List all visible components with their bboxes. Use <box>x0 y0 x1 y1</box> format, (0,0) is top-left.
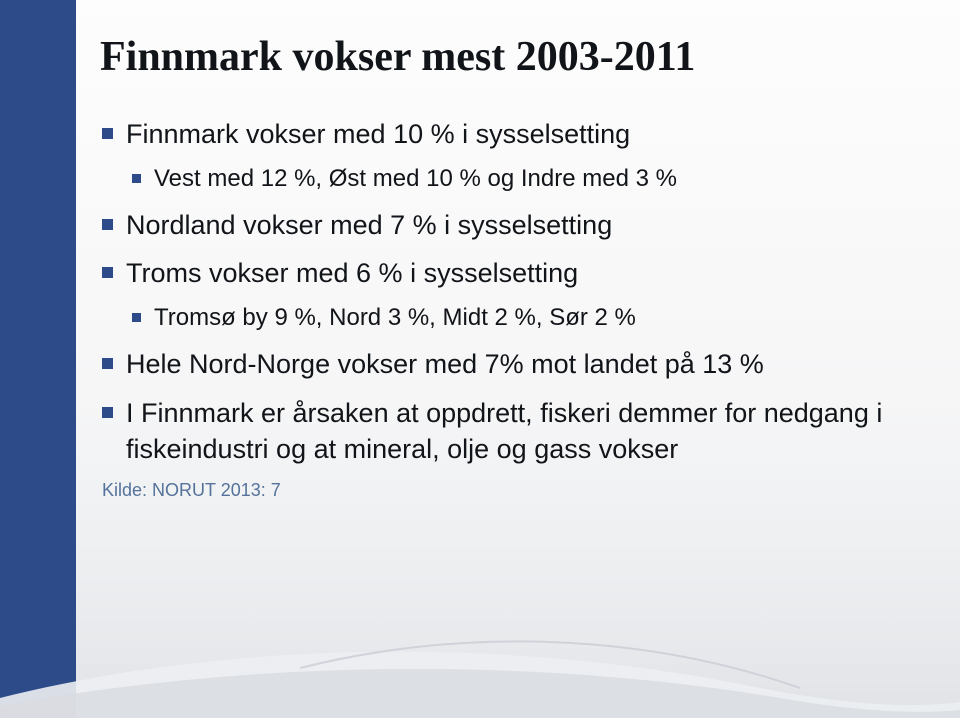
bullet-text: Hele Nord-Norge vokser med 7% mot landet… <box>126 349 764 379</box>
sub-list: Vest med 12 %, Øst med 10 % og Indre med… <box>126 163 920 195</box>
list-item: Finnmark vokser med 10 % i sysselsetting… <box>100 116 920 195</box>
bullet-list: Finnmark vokser med 10 % i sysselsetting… <box>100 116 920 467</box>
bullet-text: I Finnmark er årsaken at oppdrett, fiske… <box>126 398 882 464</box>
bullet-text: Finnmark vokser med 10 % i sysselsetting <box>126 119 630 149</box>
source-label: Kilde: NORUT 2013: 7 <box>100 480 920 501</box>
list-item: Nordland vokser med 7 % i sysselsetting <box>100 207 920 243</box>
bullet-text: Troms vokser med 6 % i sysselsetting <box>126 258 578 288</box>
sub-list: Tromsø by 9 %, Nord 3 %, Midt 2 %, Sør 2… <box>126 302 920 334</box>
list-item: Hele Nord-Norge vokser med 7% mot landet… <box>100 346 920 382</box>
slide-title: Finnmark vokser mest 2003-2011 <box>100 34 920 80</box>
sub-list-item: Vest med 12 %, Øst med 10 % og Indre med… <box>130 163 920 195</box>
list-item: I Finnmark er årsaken at oppdrett, fiske… <box>100 395 920 468</box>
list-item: Troms vokser med 6 % i sysselsetting Tro… <box>100 255 920 334</box>
slide-content: Finnmark vokser mest 2003-2011 Finnmark … <box>0 0 960 718</box>
bullet-text: Nordland vokser med 7 % i sysselsetting <box>126 210 612 240</box>
sub-list-item: Tromsø by 9 %, Nord 3 %, Midt 2 %, Sør 2… <box>130 302 920 334</box>
